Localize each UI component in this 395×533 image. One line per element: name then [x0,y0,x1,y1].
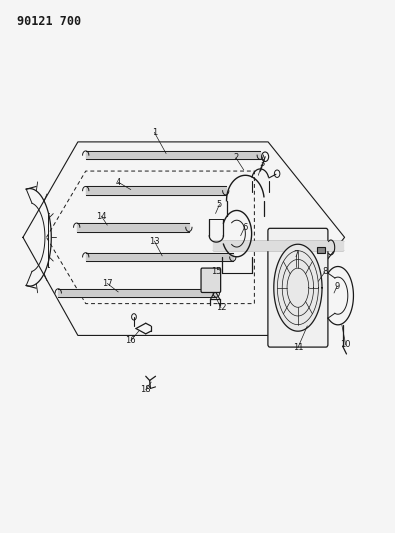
Text: 15: 15 [211,268,222,276]
Polygon shape [86,187,226,195]
Text: 5: 5 [217,200,222,209]
Polygon shape [77,223,189,231]
Text: 16: 16 [126,336,136,345]
FancyBboxPatch shape [201,268,221,293]
Polygon shape [213,241,342,249]
Text: 10: 10 [340,341,351,350]
Polygon shape [58,289,216,297]
FancyBboxPatch shape [317,247,325,253]
Polygon shape [86,253,233,261]
Text: 13: 13 [149,237,160,246]
Text: 90121 700: 90121 700 [17,14,81,28]
Polygon shape [86,151,260,159]
FancyBboxPatch shape [268,228,328,347]
Text: 17: 17 [102,279,113,288]
Text: 6: 6 [242,223,247,232]
Text: 9: 9 [335,281,340,290]
Text: 2: 2 [233,154,239,163]
Text: 11: 11 [293,343,303,352]
Text: 7: 7 [293,251,299,260]
Text: 4: 4 [116,177,121,187]
Text: 18: 18 [140,385,151,394]
Text: 1: 1 [152,128,157,137]
Polygon shape [274,244,322,331]
Text: 8: 8 [322,268,328,276]
Text: 14: 14 [96,212,107,221]
Text: 12: 12 [216,303,226,312]
Text: 3: 3 [260,159,265,168]
